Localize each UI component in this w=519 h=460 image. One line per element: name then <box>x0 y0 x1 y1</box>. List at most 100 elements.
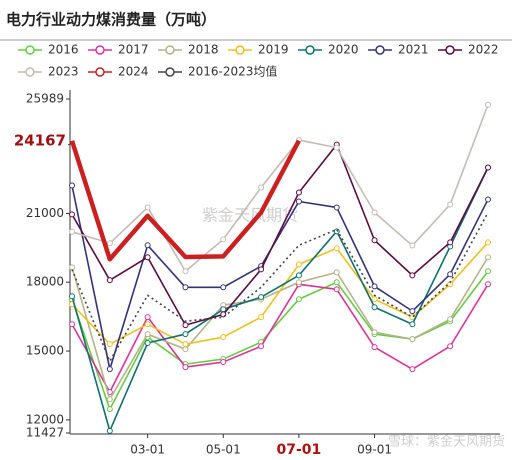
watermark: 雪球：紫金天风期货 <box>388 434 505 450</box>
data-point <box>447 316 454 323</box>
data-point <box>106 240 113 247</box>
legend-marker <box>235 45 245 55</box>
legend-label: 2022 <box>468 43 499 57</box>
chart-title: 电力行业动力煤消费量（万吨） <box>6 11 216 29</box>
y-tick-label: 21000 <box>26 206 64 220</box>
data-point <box>409 366 416 373</box>
data-point <box>69 211 75 218</box>
x-tick-label: 07-01 <box>277 442 322 458</box>
legend-marker <box>95 45 105 55</box>
annotation: 24167 <box>14 131 66 149</box>
data-point <box>333 286 340 293</box>
data-point <box>258 184 265 191</box>
x-tick-label: 09-01 <box>357 443 392 457</box>
data-point <box>69 321 75 328</box>
data-point <box>144 204 151 211</box>
data-point <box>333 228 340 235</box>
legend-label: 2017 <box>118 43 149 57</box>
data-point <box>371 344 378 351</box>
series-line <box>71 212 489 362</box>
data-point <box>485 254 491 261</box>
data-point <box>220 236 227 243</box>
data-point <box>485 281 491 288</box>
data-point <box>220 334 227 341</box>
series-line <box>71 241 489 345</box>
legend-marker <box>375 45 385 55</box>
data-point <box>409 308 416 315</box>
data-point <box>258 343 265 350</box>
data-point <box>447 201 454 208</box>
legend-label: 2018 <box>188 43 219 57</box>
legend-marker <box>25 45 35 55</box>
data-point <box>485 164 491 171</box>
legend-label: 2024 <box>118 65 149 79</box>
series-line <box>71 143 489 326</box>
data-point <box>409 242 416 249</box>
legend-label: 2019 <box>258 43 289 57</box>
series-line <box>71 185 489 370</box>
data-point <box>182 346 189 353</box>
data-point <box>69 264 75 271</box>
data-point <box>106 341 113 348</box>
data-point <box>106 406 113 413</box>
data-point <box>144 340 151 347</box>
data-point <box>69 228 75 235</box>
data-point <box>220 359 227 366</box>
data-point <box>106 427 113 434</box>
data-point <box>371 283 378 290</box>
data-point <box>447 271 454 278</box>
data-point <box>295 261 302 268</box>
data-point <box>144 314 151 321</box>
data-point <box>485 268 491 275</box>
data-point <box>371 329 378 336</box>
data-point <box>69 293 75 300</box>
series-line <box>71 256 489 401</box>
data-point <box>333 245 340 252</box>
data-point <box>409 321 416 328</box>
data-point <box>409 272 416 279</box>
data-point <box>295 198 302 205</box>
data-point <box>144 331 151 338</box>
series-line <box>71 104 489 273</box>
data-point <box>371 296 378 303</box>
data-point <box>295 189 302 196</box>
data-point <box>447 239 454 246</box>
legend-label: 2020 <box>328 43 359 57</box>
legend-marker <box>165 45 175 55</box>
series-line <box>71 167 489 432</box>
legend-marker <box>95 67 105 77</box>
legend-marker <box>305 45 315 55</box>
data-point <box>295 272 302 279</box>
data-point <box>333 144 340 151</box>
legend-label: 2021 <box>398 43 429 57</box>
y-tick-label: 12000 <box>26 412 64 426</box>
watermark: 紫金天风期货 <box>202 206 298 225</box>
series-line <box>69 139 301 262</box>
data-point <box>485 239 491 246</box>
data-point <box>144 242 151 249</box>
data-point <box>447 343 454 350</box>
y-tick-label: 15000 <box>26 344 64 358</box>
data-point <box>258 266 265 273</box>
legend-marker <box>445 45 455 55</box>
y-tick-label: 11427 <box>26 426 64 440</box>
data-point <box>182 268 189 275</box>
data-point <box>295 279 302 286</box>
x-tick-label: 03-01 <box>130 443 165 457</box>
legend-marker <box>165 67 175 77</box>
legend-marker <box>25 67 35 77</box>
data-point <box>258 314 265 321</box>
data-point <box>182 341 189 348</box>
data-point <box>106 396 113 403</box>
data-point <box>182 364 189 371</box>
data-point <box>144 321 151 328</box>
data-point <box>333 279 340 286</box>
legend-label: 2016 <box>48 43 79 57</box>
data-point <box>106 366 113 373</box>
data-point <box>409 336 416 343</box>
data-point <box>333 204 340 211</box>
data-point <box>485 101 491 108</box>
data-point <box>220 284 227 291</box>
